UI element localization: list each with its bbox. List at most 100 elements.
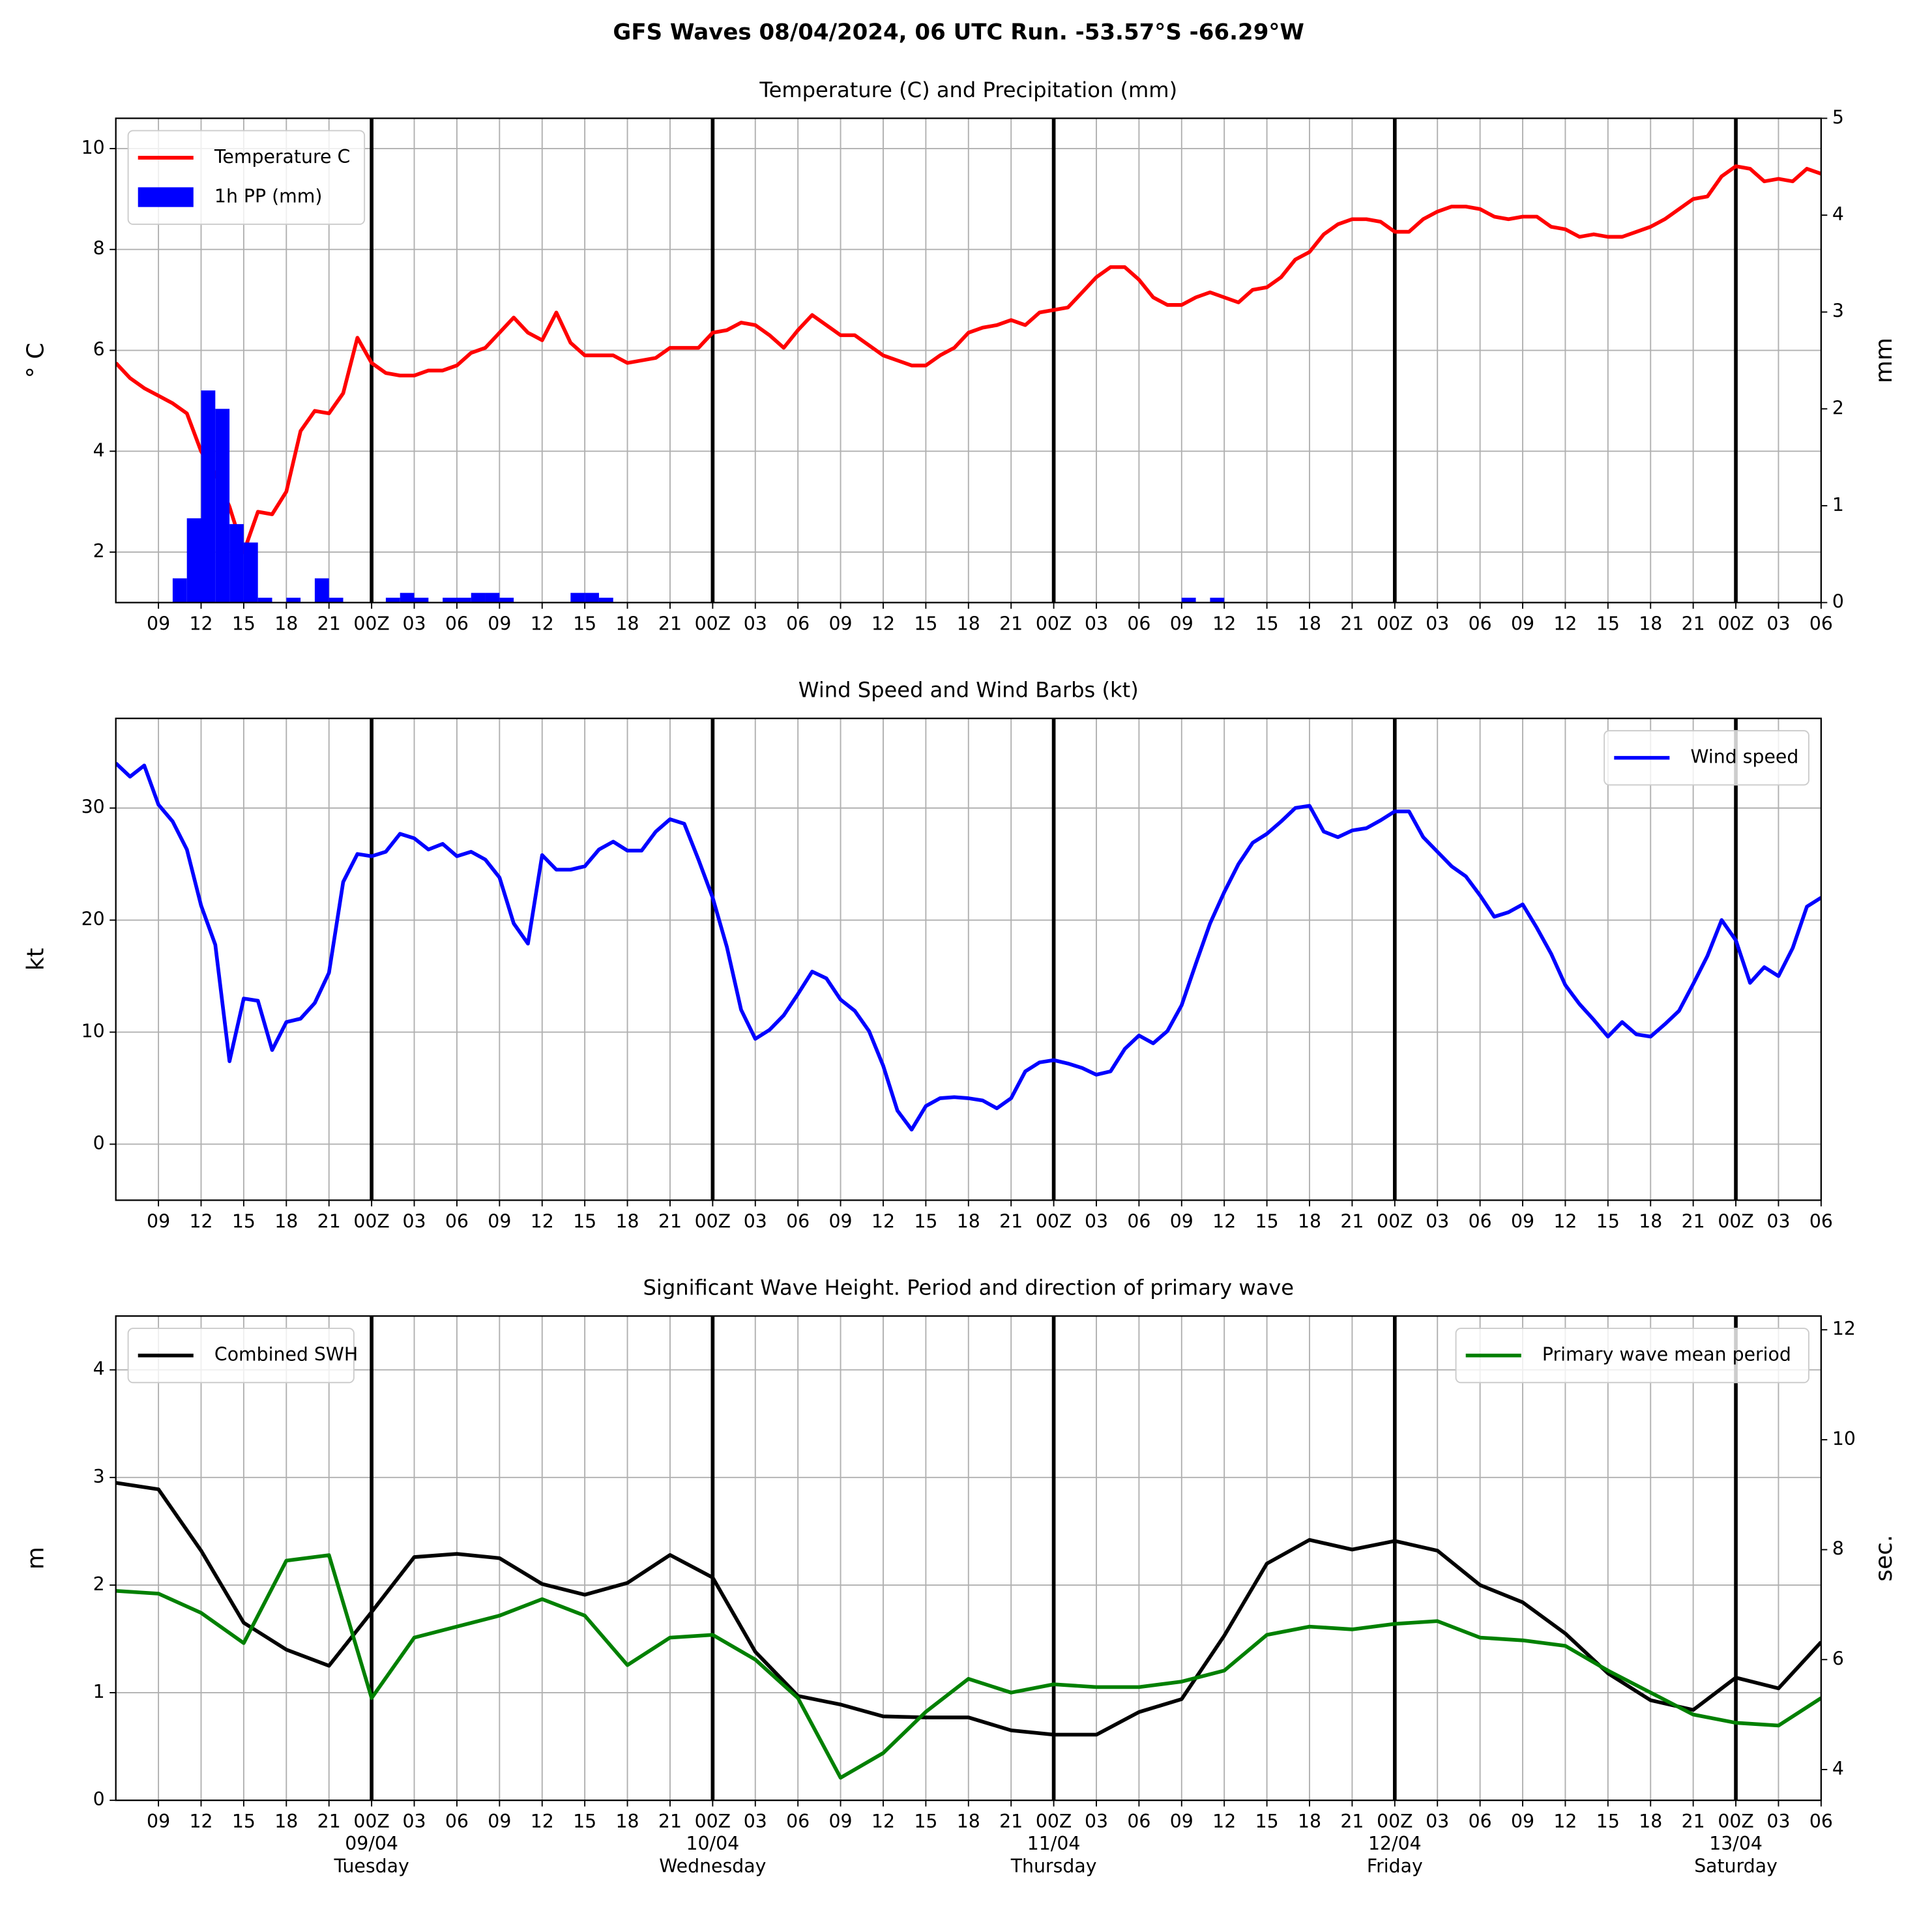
- x-tick-label: 06: [786, 1210, 810, 1232]
- x-tick-label: 12: [871, 1210, 895, 1232]
- legend-label: 1h PP (mm): [214, 185, 323, 207]
- y-tick-label: 10: [81, 137, 105, 158]
- x-tick-label: 21: [999, 613, 1023, 635]
- x-tick-label: 15: [1596, 1811, 1620, 1832]
- x-tick-label: 09: [488, 1210, 511, 1232]
- x-tick-label: 09: [488, 1811, 511, 1832]
- y2-axis-label: mm: [1871, 338, 1897, 383]
- x-tick-label: 00Z 11/04 Thursday: [1010, 1811, 1097, 1876]
- x-tick-label: 03: [1085, 1210, 1108, 1232]
- x-tick-label: 00Z 09/04 Tuesday: [333, 1811, 409, 1876]
- y-tick-label: 3: [93, 1466, 105, 1487]
- y2-tick-label: 1: [1832, 494, 1844, 516]
- y-axis-label: kt: [23, 948, 50, 970]
- legend: Combined SWH: [127, 1328, 358, 1384]
- x-tick-label: 00Z: [1036, 613, 1072, 635]
- figure-title: GFS Waves 08/04/2024, 06 UTC Run. -53.57…: [613, 20, 1304, 46]
- x-tick-label-line: Friday: [1367, 1855, 1423, 1876]
- x-tick-label: 15: [1255, 1210, 1279, 1232]
- x-tick-label: 21: [1682, 1210, 1705, 1232]
- x-tick-label-line: 00Z: [1377, 1811, 1412, 1832]
- x-tick-label: 18: [616, 613, 639, 635]
- y-tick-label: 4: [93, 1358, 105, 1380]
- x-tick-label: 12: [189, 1210, 212, 1232]
- x-tick-label-line: 09/04: [345, 1833, 398, 1854]
- x-tick-label: 12: [531, 1210, 554, 1232]
- x-tick-label: 15: [573, 613, 596, 635]
- bar: [385, 598, 400, 603]
- y-tick-label: 6: [93, 339, 105, 360]
- bar: [585, 592, 599, 603]
- x-tick-label: 06: [445, 1210, 469, 1232]
- y-tick-label: 4: [93, 439, 105, 461]
- bar: [570, 592, 585, 603]
- panel-title: Wind Speed and Wind Barbs (kt): [798, 678, 1139, 703]
- x-tick-label: 15: [1596, 613, 1620, 635]
- x-tick-label-line: 10/04: [686, 1833, 740, 1854]
- x-tick-label: 09: [1170, 1210, 1193, 1232]
- y-tick-label: 0: [93, 1788, 105, 1810]
- y2-tick-label: 3: [1832, 300, 1844, 322]
- line: [115, 164, 1821, 554]
- y-tick-label: 20: [81, 909, 105, 930]
- x-tick-label: 00Z: [1036, 1210, 1072, 1232]
- x-tick-label: 09: [1511, 613, 1534, 635]
- x-tick-label: 15: [914, 613, 937, 635]
- x-tick-label: 18: [1298, 1811, 1321, 1832]
- x-tick-label: 15: [573, 1210, 596, 1232]
- bar: [215, 409, 230, 603]
- y-tick-label: 8: [93, 238, 105, 259]
- bar: [186, 518, 201, 603]
- y2-tick-label: 2: [1832, 397, 1844, 418]
- x-tick-label: 03: [1085, 613, 1108, 635]
- x-tick-label: 21: [658, 1210, 682, 1232]
- data-layer: [115, 164, 1821, 603]
- x-tick-label: 03: [1766, 613, 1790, 635]
- y2-tick-label: 8: [1832, 1538, 1844, 1560]
- bar: [286, 598, 301, 603]
- bar: [172, 578, 187, 603]
- x-tick-label: 09: [147, 1811, 170, 1832]
- x-tick-label: 09: [1170, 1811, 1193, 1832]
- x-tick-label: 03: [1426, 613, 1449, 635]
- x-tick-label: 00Z: [1377, 613, 1412, 635]
- x-tick-label: 21: [317, 613, 341, 635]
- x-tick-label: 03: [1766, 1811, 1790, 1832]
- x-tick-label: 21: [999, 1811, 1023, 1832]
- legend-box: [127, 130, 366, 226]
- x-tick-label: 15: [1255, 1811, 1279, 1832]
- x-tick-label: 09: [1511, 1811, 1534, 1832]
- x-tick-label: 15: [1255, 613, 1279, 635]
- x-tick-label: 21: [1340, 613, 1364, 635]
- bar: [314, 578, 329, 603]
- x-tick-label: 18: [1298, 613, 1321, 635]
- x-tick-label: 09: [488, 613, 511, 635]
- x-tick-label: 18: [616, 1210, 639, 1232]
- legend: Temperature C 1h PP (mm): [127, 130, 366, 226]
- y-tick-label: 30: [81, 796, 105, 818]
- x-tick-label: 06: [786, 613, 810, 635]
- x-tick-label: 06: [1127, 613, 1150, 635]
- x-tick-label: 21: [317, 1811, 341, 1832]
- x-tick-label: 03: [744, 613, 767, 635]
- legend: Primary wave mean period: [1455, 1328, 1809, 1384]
- x-tick-label: 21: [1340, 1210, 1364, 1232]
- x-tick-label: 00Z: [353, 613, 389, 635]
- x-tick-label: 03: [402, 613, 426, 635]
- bar: [485, 592, 500, 603]
- x-tick-label: 06: [1469, 1210, 1492, 1232]
- x-tick-label-line: 00Z: [695, 1811, 731, 1832]
- bar: [471, 592, 486, 603]
- x-tick-label: 00Z: [695, 613, 731, 635]
- x-tick-label: 21: [658, 1811, 682, 1832]
- y-axis-label: ° C: [23, 343, 50, 378]
- x-tick-label: 00Z: [1718, 1210, 1753, 1232]
- x-tick-label: 09: [1511, 1210, 1534, 1232]
- x-tick-label: 06: [786, 1811, 810, 1832]
- x-tick-label: 09: [829, 1210, 853, 1232]
- y2-tick-label: 4: [1832, 1758, 1844, 1779]
- x-tick-label: 15: [1596, 1210, 1620, 1232]
- y2-axis-label: sec.: [1871, 1535, 1897, 1582]
